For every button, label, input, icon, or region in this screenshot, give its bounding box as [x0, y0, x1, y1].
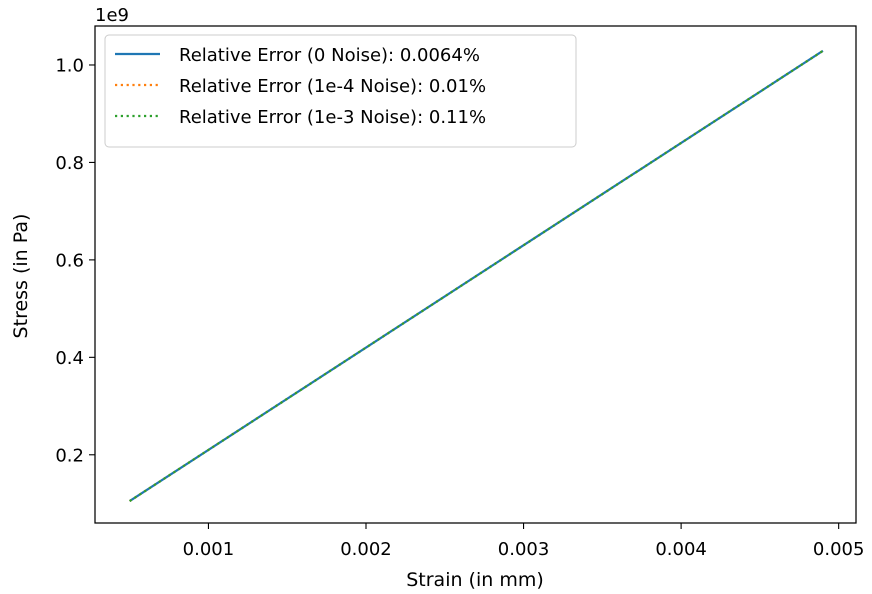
- y-tick-label: 0.2: [55, 445, 84, 466]
- y-tick-label: 1.0: [55, 55, 84, 76]
- x-tick-label: 0.002: [340, 539, 392, 560]
- series-line-3: [129, 49, 824, 502]
- x-axis-label: Strain (in mm): [406, 569, 544, 591]
- legend-box: [104, 34, 577, 148]
- x-axis-ticks: 0.001 0.002 0.003 0.004 0.005: [183, 523, 865, 560]
- series-lines: [129, 49, 824, 502]
- x-tick-label: 0.003: [498, 539, 550, 560]
- axes-frame: [94, 25, 857, 524]
- x-tick-label: 0.004: [655, 539, 707, 560]
- legend-label-3: Relative Error (1e-3 Noise): 0.11%: [179, 107, 486, 128]
- legend-label-2: Relative Error (1e-4 Noise): 0.01%: [179, 76, 486, 97]
- x-tick-label: 0.001: [183, 539, 235, 560]
- y-tick-label: 0.6: [55, 250, 84, 271]
- y-axis-ticks: 0.2 0.4 0.6 0.8 1.0: [55, 55, 95, 466]
- x-tick-label: 0.005: [813, 539, 865, 560]
- legend-label-1: Relative Error (0 Noise): 0.0064%: [179, 45, 480, 66]
- y-tick-label: 0.8: [55, 153, 84, 174]
- y-axis-label: Stress (in Pa): [10, 214, 32, 339]
- y-axis-scale-label: 1e9: [95, 5, 129, 26]
- y-tick-label: 0.4: [55, 348, 84, 369]
- legend: Relative Error (0 Noise): 0.0064% Relativ…: [104, 34, 577, 148]
